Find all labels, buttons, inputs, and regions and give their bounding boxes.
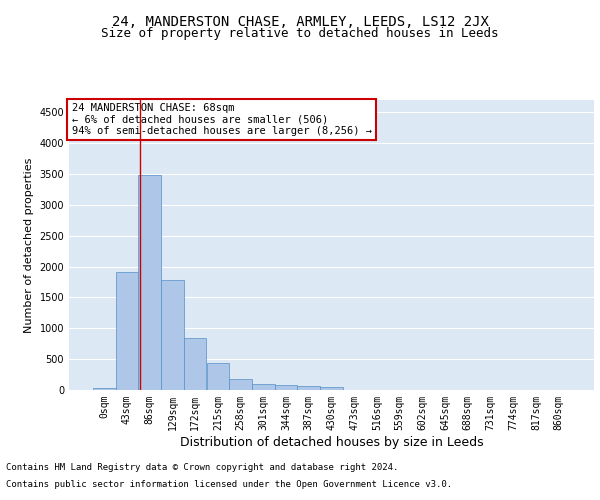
Text: Size of property relative to detached houses in Leeds: Size of property relative to detached ho… bbox=[101, 28, 499, 40]
Text: 24 MANDERSTON CHASE: 68sqm
← 6% of detached houses are smaller (506)
94% of semi: 24 MANDERSTON CHASE: 68sqm ← 6% of detac… bbox=[71, 103, 371, 136]
Bar bbox=[229, 379, 252, 390]
Bar bbox=[320, 387, 343, 390]
Bar bbox=[206, 363, 229, 390]
Bar bbox=[184, 338, 206, 390]
X-axis label: Distribution of detached houses by size in Leeds: Distribution of detached houses by size … bbox=[179, 436, 484, 448]
Bar bbox=[298, 386, 320, 390]
Bar bbox=[139, 176, 161, 390]
Text: 24, MANDERSTON CHASE, ARMLEY, LEEDS, LS12 2JX: 24, MANDERSTON CHASE, ARMLEY, LEEDS, LS1… bbox=[112, 15, 488, 29]
Bar bbox=[161, 280, 184, 390]
Bar bbox=[93, 388, 116, 390]
Bar bbox=[252, 384, 275, 390]
Text: Contains public sector information licensed under the Open Government Licence v3: Contains public sector information licen… bbox=[6, 480, 452, 489]
Bar bbox=[116, 272, 139, 390]
Bar bbox=[275, 386, 298, 390]
Text: Contains HM Land Registry data © Crown copyright and database right 2024.: Contains HM Land Registry data © Crown c… bbox=[6, 464, 398, 472]
Y-axis label: Number of detached properties: Number of detached properties bbox=[24, 158, 34, 332]
